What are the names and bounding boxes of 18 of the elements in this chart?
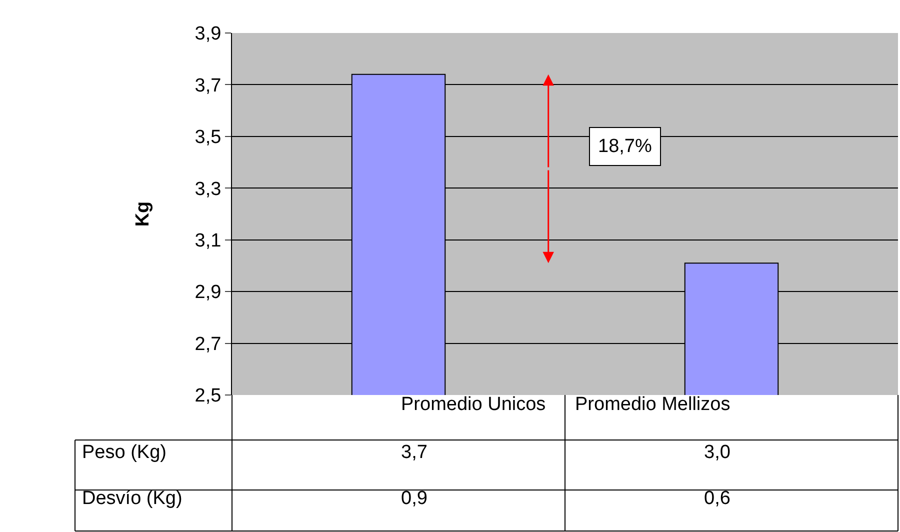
x-tick-label: Promedio Mellizos xyxy=(575,394,730,415)
text: 0,6 xyxy=(704,488,730,509)
annotation: 18,7% xyxy=(598,136,652,157)
text: 0,9 xyxy=(401,488,428,509)
text: Desvío (Kg) xyxy=(82,488,182,509)
x-tick-label: Promedio Unicos xyxy=(401,394,546,415)
y-tick-label: 3,7 xyxy=(194,75,222,96)
y-axis-title: Kg xyxy=(132,201,154,227)
y-tick-label: 2,7 xyxy=(194,334,222,355)
data-label: 3,7 xyxy=(401,442,428,463)
y-tick-label: 3,3 xyxy=(194,178,222,200)
y-tick-label: 3,9 xyxy=(194,24,222,45)
text: Peso (Kg) xyxy=(82,442,166,463)
y-tick-label: 3,5 xyxy=(194,127,222,148)
y-tick-label: 2,5 xyxy=(194,386,222,407)
y-tick-label: 2,9 xyxy=(194,282,222,304)
y-tick-label: 3,1 xyxy=(194,230,222,252)
data-label: 3,0 xyxy=(704,442,730,463)
